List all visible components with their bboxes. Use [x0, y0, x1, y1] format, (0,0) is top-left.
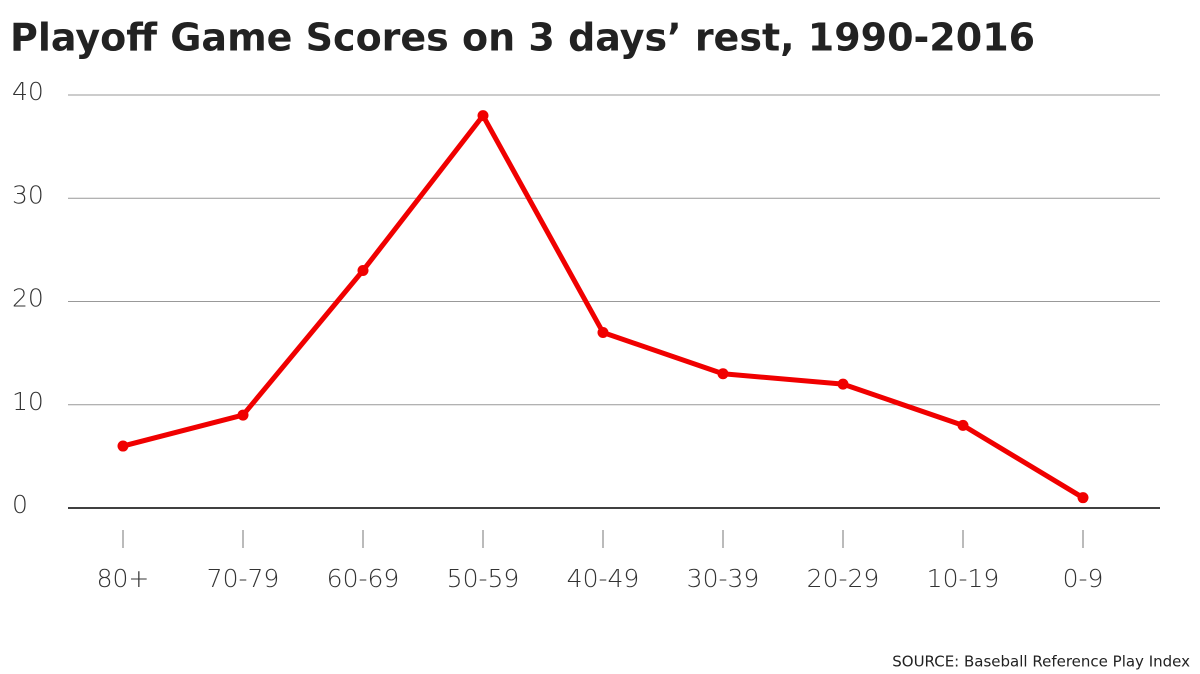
data-point — [837, 378, 849, 390]
y-tick-label: 20 — [12, 284, 44, 313]
data-point — [957, 419, 969, 431]
x-tick-label: 50-59 — [447, 564, 520, 593]
x-tick-label: 80+ — [97, 564, 150, 593]
x-tick-label: 30-39 — [687, 564, 760, 593]
x-tick-label: 60-69 — [327, 564, 400, 593]
chart-title: Playoff Game Scores on 3 days’ rest, 199… — [10, 16, 1035, 60]
data-point — [717, 368, 729, 380]
y-tick-label: 30 — [12, 180, 44, 209]
x-tick-label: 70-79 — [207, 564, 280, 593]
y-tick-label: 10 — [12, 387, 44, 416]
data-line — [122, 113, 1085, 500]
y-tick-label: 0 — [12, 490, 28, 519]
data-point — [237, 409, 249, 421]
x-tick-label: 10-19 — [927, 564, 1000, 593]
data-point — [597, 326, 609, 338]
x-tick-label: 40-49 — [567, 564, 640, 593]
data-point — [357, 265, 369, 277]
source-note: SOURCE: Baseball Reference Play Index — [892, 653, 1190, 671]
data-point — [1077, 492, 1089, 504]
y-tick-label: 40 — [12, 77, 44, 106]
x-tick-label: 0-9 — [1063, 564, 1104, 593]
x-tick-label: 20-29 — [807, 564, 880, 593]
data-point — [117, 440, 129, 452]
data-point — [477, 110, 489, 122]
